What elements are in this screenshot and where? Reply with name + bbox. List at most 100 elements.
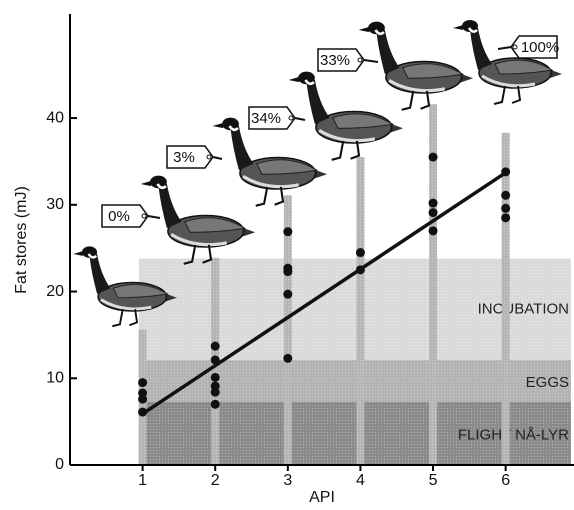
tag-connector: [497, 46, 512, 50]
data-point: [283, 353, 293, 363]
x-axis-label: API: [309, 489, 335, 506]
goose-illustration: [358, 21, 474, 111]
data-point: [428, 208, 438, 218]
data-point: [355, 265, 365, 275]
goose-belly: [170, 233, 228, 247]
goose-label: 100%: [521, 39, 559, 56]
tag-box: [510, 35, 558, 59]
goose-wing: [112, 284, 169, 299]
goose-beak: [140, 180, 152, 187]
goose-legs: [401, 90, 431, 111]
goose-head: [368, 21, 385, 35]
goose-legs: [183, 244, 213, 265]
goose-neck: [306, 80, 330, 125]
goose-label: 33%: [320, 52, 350, 69]
fit-line: [141, 171, 507, 416]
tag-hole: [141, 213, 147, 219]
data-point: [501, 167, 511, 177]
goose-illustration: [212, 117, 328, 207]
data-point: [210, 341, 220, 351]
y-tick-label: 20: [46, 283, 64, 300]
data-point: [138, 407, 148, 417]
goose-legs: [255, 186, 285, 207]
tag-hole: [288, 115, 294, 121]
goose-label: 3%: [173, 149, 195, 166]
region-texture: [138, 258, 571, 361]
y-tick-label: 10: [46, 369, 64, 386]
x-tick-label: 2: [211, 472, 220, 489]
goose-beak: [212, 122, 224, 129]
y-tick-label: 40: [46, 109, 64, 126]
goose-wing: [332, 113, 395, 129]
goose-legs: [493, 85, 522, 105]
tag-hole: [206, 154, 212, 160]
goose-neck: [158, 184, 182, 229]
goose-belly: [100, 298, 152, 311]
tag-connector: [147, 215, 161, 219]
y-tick-label: 0: [55, 456, 64, 473]
range-column-texture: [429, 104, 438, 465]
goose-legs: [331, 140, 361, 161]
goose-wing: [402, 63, 465, 79]
goose-label: 34%: [251, 110, 281, 127]
goose-cheek: [228, 125, 239, 132]
data-point: [501, 203, 511, 213]
goose-belly: [242, 175, 300, 189]
data-point: [210, 387, 220, 397]
goose-cheek: [467, 27, 478, 33]
x-tick-label: 5: [429, 472, 438, 489]
goose-neck: [89, 254, 111, 294]
goose-wing: [494, 59, 554, 75]
goose-head: [81, 246, 98, 258]
tag-box: [101, 204, 149, 228]
goose-head: [222, 117, 239, 131]
goose-neck: [230, 126, 254, 171]
data-point: [428, 226, 438, 236]
region-label: FLIGHT NÅ-LYR: [458, 426, 569, 443]
goose-neck: [470, 28, 492, 70]
data-point: [283, 227, 293, 237]
data-point: [138, 394, 148, 404]
goose-cheek: [374, 29, 385, 36]
tag-connector: [212, 156, 223, 160]
tag-hole: [357, 57, 363, 63]
range-column-texture: [283, 195, 292, 465]
goose-cheek: [304, 79, 315, 86]
goose-belly: [481, 74, 536, 88]
x-tick-label: 4: [356, 472, 365, 489]
goose-belly: [318, 129, 376, 143]
data-point: [355, 248, 365, 258]
goose-beak: [453, 25, 463, 30]
region-label: EGGS: [526, 374, 569, 391]
x-tick-label: 1: [138, 472, 147, 489]
goose-beak: [288, 76, 300, 83]
data-point: [501, 190, 511, 200]
goose-head: [150, 175, 167, 189]
tag-box: [317, 48, 365, 72]
goose-label: 0%: [108, 208, 130, 225]
goose-cheek: [87, 253, 97, 259]
goose-belly: [388, 79, 446, 93]
region-texture: [138, 401, 571, 465]
data-point: [210, 372, 220, 382]
region-label: INCUBATION: [478, 300, 569, 317]
goose-head: [298, 71, 315, 85]
range-column-texture: [356, 157, 365, 465]
tag-connector: [363, 59, 379, 63]
data-point: [428, 198, 438, 208]
goose-illustration: [288, 71, 404, 161]
data-point: [210, 355, 220, 365]
data-point: [138, 378, 148, 388]
goose-beak: [358, 26, 370, 33]
goose-illustration: [73, 246, 177, 328]
goose-legs: [112, 308, 139, 328]
goose-wing: [256, 159, 319, 175]
data-point: [283, 289, 293, 299]
data-point: [428, 152, 438, 162]
y-axis-label: Fat stores (mJ): [13, 186, 30, 294]
goose-neck: [376, 30, 400, 75]
x-tick-label: 6: [501, 472, 510, 489]
range-column-texture: [501, 132, 510, 465]
goose-head: [462, 20, 478, 32]
